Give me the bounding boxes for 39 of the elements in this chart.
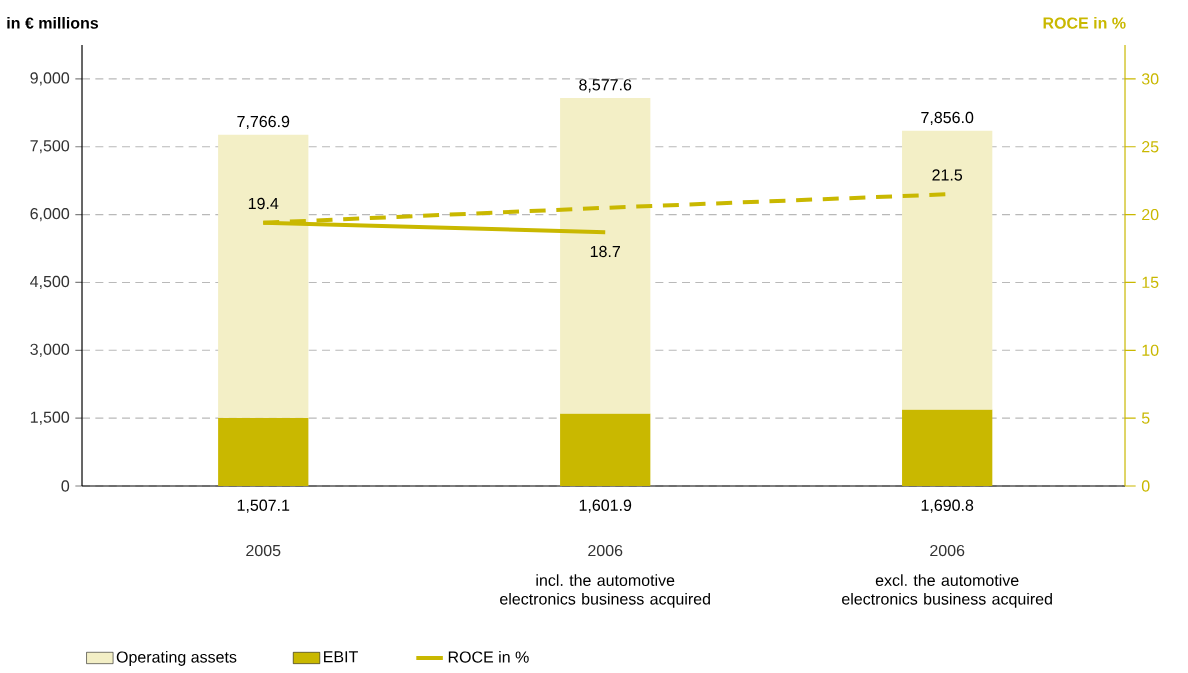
total-label: 7,766.9 [237, 115, 290, 130]
y-tick-label: 7,500 [30, 140, 70, 154]
x-tick-label: 2005 [246, 544, 281, 557]
y2-tick-label: 20 [1142, 208, 1159, 221]
y-tick-label: 4,500 [30, 275, 70, 290]
y-tick-label: 9,000 [30, 72, 70, 86]
y2-tick-label: 10 [1142, 344, 1159, 356]
legend-label: ROCE in % [448, 650, 529, 663]
y-axis-title: in € millions [7, 16, 99, 29]
y-tick-label: 3,000 [30, 343, 70, 357]
total-label: 7,856.0 [921, 111, 974, 126]
bar [218, 134, 309, 418]
legend-label: EBIT [324, 651, 358, 663]
data-label: 1,601.9 [579, 499, 632, 513]
data-label: 1,507.1 [237, 499, 290, 513]
y2-axis-title: ROCE in % [1043, 16, 1126, 29]
y2-tick-label: 5 [1141, 412, 1150, 424]
data-label: 21.5 [932, 169, 963, 181]
total-label: 8,577.6 [579, 79, 632, 93]
bar [560, 413, 651, 486]
text: incl. the automotive electronics business acquired [500, 574, 710, 608]
data-label: 1,690.8 [921, 499, 974, 513]
data-label: 19.4 [248, 197, 279, 210]
y2-tick-label: 25 [1142, 141, 1159, 153]
bar [218, 417, 309, 486]
y-tick-label: 6,000 [30, 208, 70, 222]
legend-label: Operating assets [116, 650, 237, 666]
text: excl. the automotive electronics business acquired [842, 574, 1052, 608]
x-tick-label: 2006 [588, 544, 623, 557]
x-tick-label: 2006 [930, 544, 965, 557]
bar [902, 409, 993, 486]
y2-tick-label: 0 [1141, 480, 1150, 492]
y2-tick-label: 15 [1142, 276, 1159, 289]
bar [902, 130, 993, 410]
data-label: 18.7 [590, 245, 620, 258]
bar [560, 98, 651, 414]
y-tick-label: 0 [61, 480, 70, 492]
y2-tick-label: 30 [1141, 73, 1159, 85]
y-tick-label: 1,500 [30, 411, 70, 425]
